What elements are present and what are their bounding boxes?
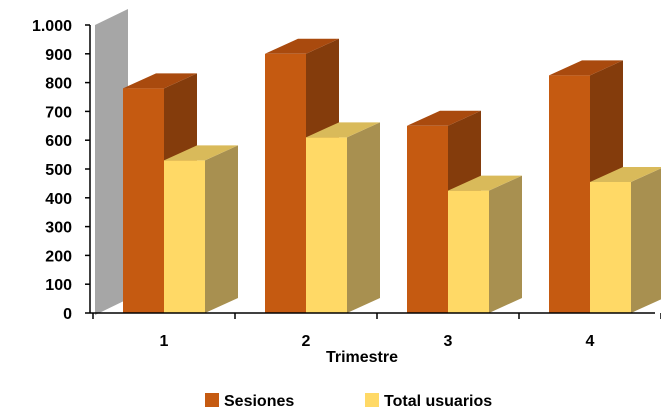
x-axis-title: Trimestre (326, 349, 398, 366)
legend-swatch (365, 393, 379, 407)
bar-side (347, 122, 380, 313)
bar-side (205, 145, 238, 313)
y-tick-label: 0 (63, 306, 72, 323)
x-tick-label: 1 (160, 333, 169, 350)
y-tick-label: 1.000 (32, 18, 72, 35)
bar-total-usuarios (164, 145, 238, 313)
bar-front (407, 125, 448, 313)
y-tick-label: 500 (45, 162, 72, 179)
bar-top (590, 166, 661, 182)
bar-side (489, 175, 522, 313)
plot-area (123, 38, 661, 314)
bar-top (448, 175, 522, 191)
back-wall-panel (95, 9, 128, 315)
y-tick-label: 900 (45, 47, 72, 64)
bar-top (265, 38, 339, 54)
bar-total-usuarios (448, 175, 522, 313)
legend-label: Total usuarios (384, 393, 492, 410)
bar-front (549, 75, 590, 314)
y-tick-label: 100 (45, 277, 72, 294)
legend: Sesiones Total usuarios (205, 393, 492, 410)
bar-front (123, 88, 164, 313)
x-axis: 1 2 3 4 (90, 312, 661, 350)
bar-top (123, 73, 197, 89)
bar-total-usuarios (306, 122, 380, 313)
y-axis: 0 100 200 300 400 500 600 700 800 900 1.000 (32, 18, 91, 323)
bar-front (164, 160, 205, 313)
bar-total-usuarios (590, 166, 661, 313)
y-tick-label: 700 (45, 104, 72, 121)
bar-front (306, 137, 347, 313)
legend-label: Sesiones (224, 393, 294, 410)
y-tick-label: 600 (45, 133, 72, 150)
bar-side (631, 168, 661, 313)
bar-front (448, 190, 489, 313)
bar-front (265, 53, 306, 314)
bar-top (407, 110, 481, 126)
back-wall (95, 9, 128, 315)
x-tick-label: 4 (586, 333, 595, 350)
bar-front (590, 181, 631, 313)
bar-top (549, 60, 623, 76)
x-tick-label: 3 (444, 333, 453, 350)
bar-top (306, 122, 380, 138)
y-tick-label: 800 (45, 76, 72, 93)
bar-top (164, 145, 238, 161)
legend-swatch (205, 393, 219, 407)
x-tick-label: 2 (302, 333, 311, 350)
y-tick-label: 400 (45, 191, 72, 208)
y-tick-label: 200 (45, 248, 72, 265)
y-tick-label: 300 (45, 220, 72, 237)
